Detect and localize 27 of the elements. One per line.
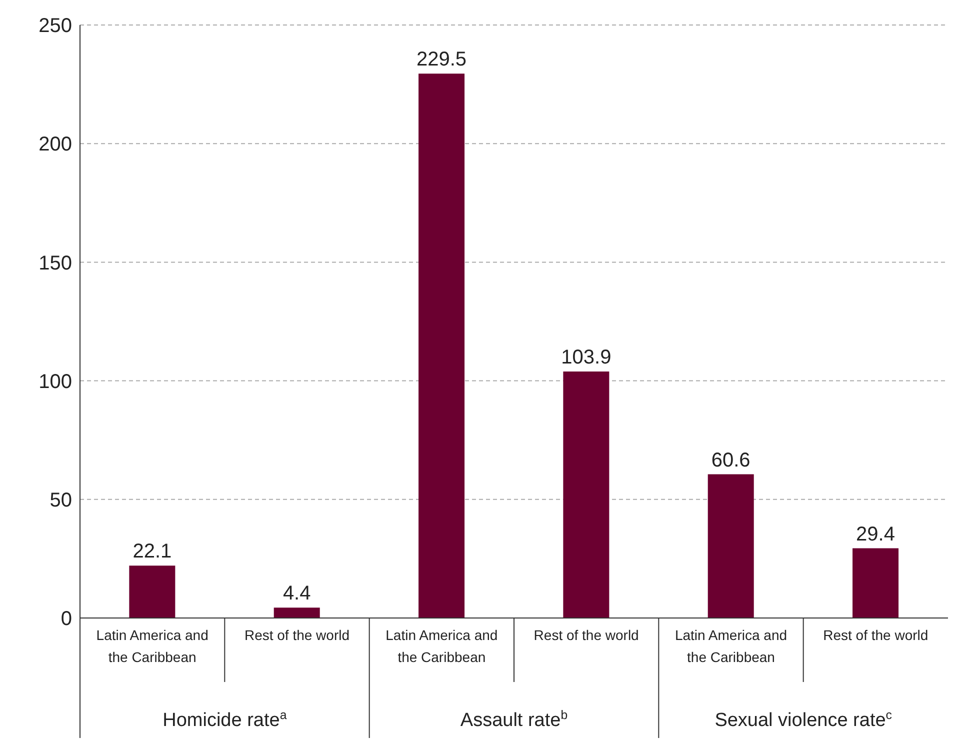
bar [563,372,610,618]
bar [852,548,899,618]
y-tick-label: 250 [38,15,72,38]
y-tick-label: 50 [50,490,72,512]
data-label: 103.9 [561,346,612,369]
bar [274,608,320,618]
data-label: 22.1 [132,540,172,563]
text: Assault rate$^{b}$ [460,708,568,731]
y-tick-label: 100 [38,370,72,393]
text: Homicide rate$^{a}$ [162,708,287,731]
x-tick-label: Rest of the world [534,627,639,643]
y-tick-label: 0 [60,608,72,630]
bar [418,74,465,618]
x-tick-label: Rest of the world [823,627,928,643]
bar [129,566,176,618]
x-tick-label: Latin America and the Caribbean [96,627,208,665]
data-label: 229.5 [416,48,467,71]
y-tick-label: 200 [38,134,72,156]
data-label: 60.6 [711,449,750,472]
data-label: 4.4 [282,582,311,605]
x-tick-label: Latin America and the Caribbean [674,627,788,665]
x-tick-label: Rest of the world [244,627,350,643]
text: Sexual violence rate$^{c}$ [714,708,892,731]
y-tick-label: 150 [38,252,72,274]
x-tick-label: Latin America and the Caribbean [386,627,498,665]
bar [708,474,754,618]
data-label: 29.4 [856,523,895,546]
